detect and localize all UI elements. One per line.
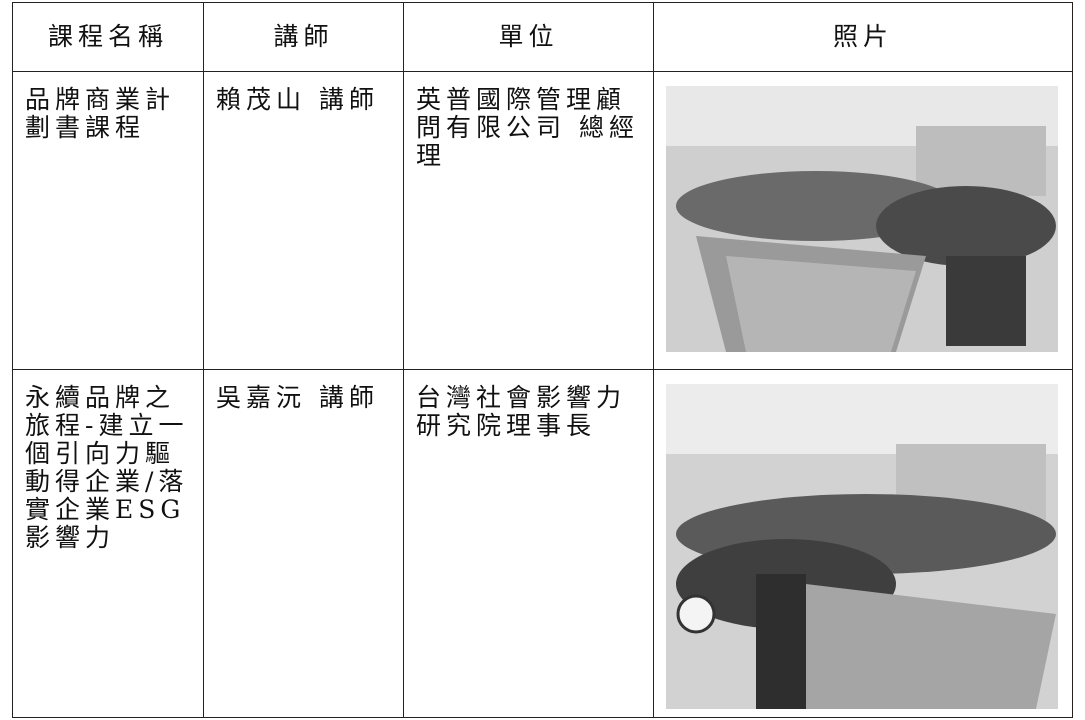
- photo-cell: [653, 71, 1073, 370]
- organization: 英普國際管理顧問有限公司 總經理: [403, 71, 654, 370]
- header-cell: 課程名稱: [12, 2, 204, 72]
- lecturer: 吳嘉沅 講師: [203, 369, 404, 718]
- photo-cell: [653, 369, 1073, 718]
- header-row: 課程名稱 講師 單位 照片: [12, 2, 1073, 72]
- table-row: 品牌商業計劃書課程 賴茂山 講師 英普國際管理顧問有限公司 總經理: [12, 71, 1073, 370]
- photo: [666, 384, 1058, 709]
- course-table: 課程名稱 講師 單位 照片 品牌商業計劃書課程 賴茂山 講師 英普國際管理顧問有…: [12, 2, 1073, 718]
- organization: 台灣社會影響力研究院理事長: [403, 369, 654, 718]
- header-cell: 講師: [203, 2, 404, 72]
- course-name: 永續品牌之旅程-建立一個引向力驅動得企業/落實企業ESG影響力: [12, 369, 204, 718]
- lecturer: 賴茂山 講師: [203, 71, 404, 370]
- course-name: 品牌商業計劃書課程: [12, 71, 204, 370]
- table-row: 永續品牌之旅程-建立一個引向力驅動得企業/落實企業ESG影響力 吳嘉沅 講師 台…: [12, 369, 1073, 718]
- header-cell: 單位: [403, 2, 654, 72]
- header-cell: 照片: [653, 2, 1073, 72]
- photo: [666, 86, 1058, 352]
